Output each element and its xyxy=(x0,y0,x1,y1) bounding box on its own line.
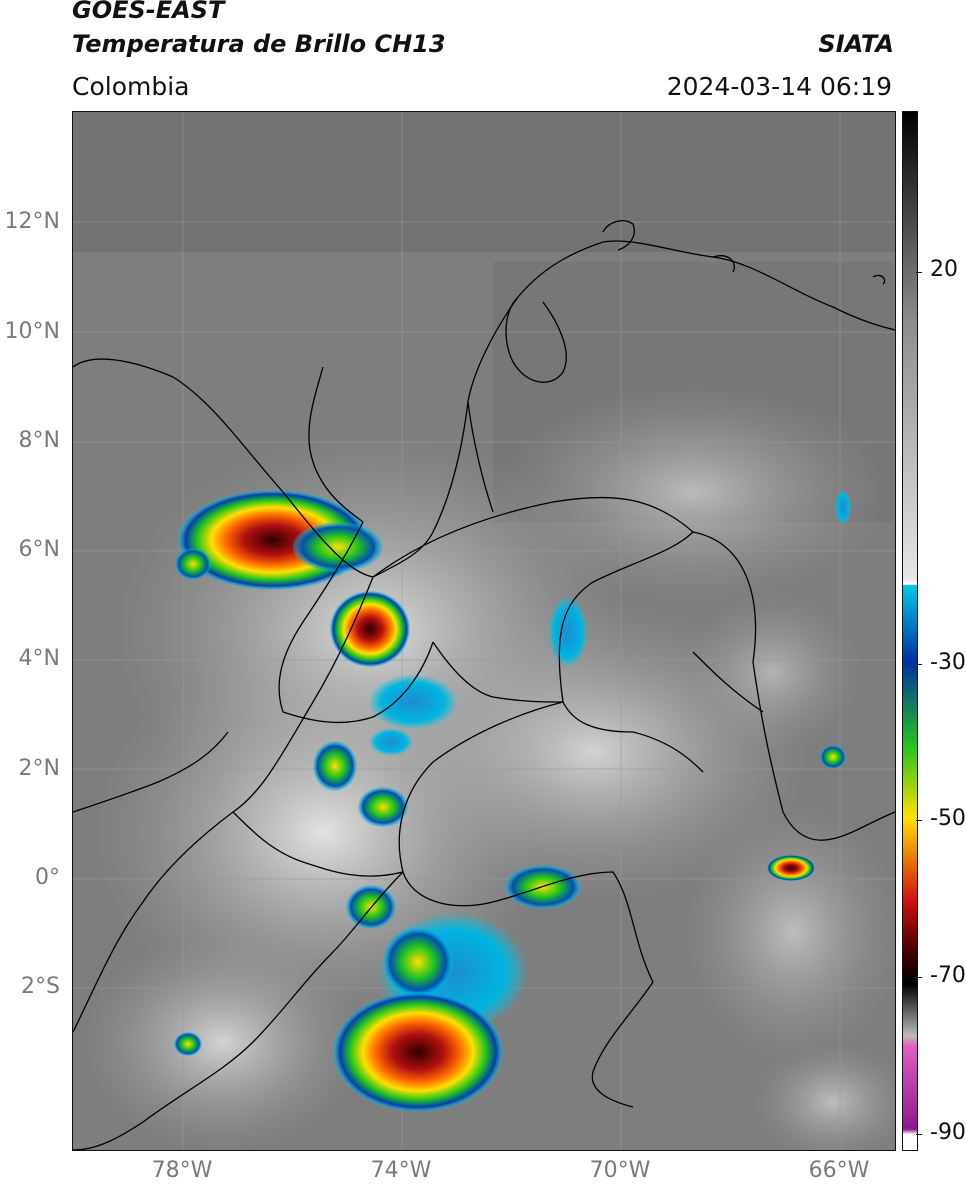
colorbar-label-20: 20 xyxy=(930,257,958,282)
lat-label-2n: 2°N xyxy=(18,756,60,781)
product-title: Temperatura de Brillo CH13 xyxy=(72,30,446,58)
lat-label-10n: 10°N xyxy=(4,319,60,344)
colorbar-tick xyxy=(916,820,922,821)
colorbar-label-minus70: -70 xyxy=(930,963,966,988)
lat-label-4n: 4°N xyxy=(18,646,60,671)
lat-label-2s: 2°S xyxy=(21,974,60,999)
colorbar-label-minus90: -90 xyxy=(930,1120,966,1145)
lon-label-70w: 70°W xyxy=(589,1158,651,1183)
lon-label-66w: 66°W xyxy=(808,1158,870,1183)
colorbar-tick xyxy=(916,272,922,273)
brand-label: SIATA xyxy=(818,30,894,58)
colorbar-tick xyxy=(916,1134,922,1135)
colorbar-label-minus30: -30 xyxy=(930,650,966,675)
colorbar-label-minus50: -50 xyxy=(930,806,966,831)
lat-label-6n: 6°N xyxy=(18,537,60,562)
convective-cells xyxy=(174,489,851,1112)
datetime-label: 2024-03-14 06:19 xyxy=(666,72,892,101)
colorbar-tick xyxy=(916,664,922,665)
lat-label-8n: 8°N xyxy=(18,428,60,453)
map-canvas xyxy=(73,112,895,1150)
satellite-title: GOES-EAST xyxy=(72,0,225,24)
lon-label-74w: 74°W xyxy=(370,1158,432,1183)
temperature-colorbar xyxy=(902,111,918,1151)
region-label: Colombia xyxy=(72,72,190,101)
satellite-map[interactable] xyxy=(72,111,896,1151)
country-borders xyxy=(73,220,895,1150)
lat-label-12n: 12°N xyxy=(4,209,60,234)
colorbar-tick xyxy=(916,977,922,978)
lon-label-78w: 78°W xyxy=(151,1158,213,1183)
lat-label-0: 0° xyxy=(35,865,60,890)
